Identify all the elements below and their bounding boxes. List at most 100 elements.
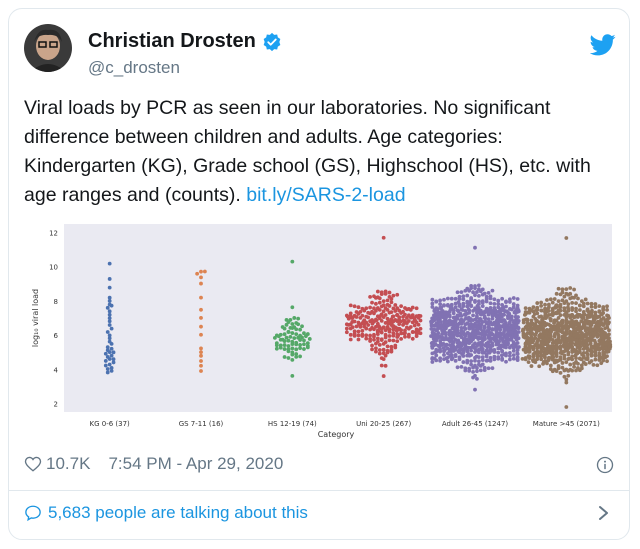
info-icon[interactable] (596, 456, 614, 474)
chevron-right-icon[interactable] (598, 505, 610, 521)
data-point (442, 357, 446, 362)
data-point (449, 296, 454, 301)
user-handle[interactable]: @c_drosten (88, 58, 180, 77)
data-point (487, 307, 492, 312)
data-point (593, 357, 598, 362)
data-point (377, 348, 382, 352)
data-point (376, 329, 381, 334)
tweet-timestamp[interactable]: 7:54 PM - Apr 29, 2020 (108, 454, 284, 473)
data-point (284, 335, 289, 340)
data-point (437, 319, 442, 324)
x-axis-label: Category (318, 430, 355, 439)
data-point (107, 295, 112, 300)
twitter-bird-icon[interactable] (590, 34, 616, 56)
data-point (564, 236, 569, 240)
data-point (515, 351, 520, 356)
display-name[interactable]: Christian Drosten (88, 30, 256, 52)
data-point (455, 290, 460, 295)
data-point (364, 326, 369, 331)
data-point (457, 357, 462, 362)
data-point (552, 327, 557, 332)
data-point (434, 353, 439, 358)
data-point (449, 357, 454, 362)
data-point (294, 332, 299, 337)
data-point (543, 323, 547, 328)
data-point (511, 345, 516, 350)
avatar[interactable] (24, 24, 72, 72)
data-point (466, 345, 471, 350)
data-point (366, 323, 371, 327)
data-point (379, 330, 384, 335)
x-tick-label: HS 12-19 (74) (268, 420, 317, 428)
data-point (514, 323, 518, 327)
data-point (385, 326, 390, 331)
data-point (469, 362, 474, 367)
data-point (523, 335, 528, 340)
data-point (290, 357, 295, 362)
data-point (282, 347, 287, 351)
data-point (286, 320, 291, 324)
data-point (473, 387, 477, 392)
data-point (550, 357, 555, 362)
data-point (577, 356, 582, 361)
data-point (199, 353, 203, 358)
data-point (572, 315, 576, 320)
data-point (536, 337, 541, 342)
data-point (352, 334, 357, 338)
data-point (442, 303, 446, 308)
data-point (387, 338, 392, 343)
data-point (539, 341, 544, 346)
data-point (290, 326, 295, 330)
data-point (199, 295, 203, 300)
data-point (507, 320, 512, 324)
data-point (375, 289, 380, 294)
data-point (533, 327, 538, 332)
heart-icon[interactable] (24, 455, 42, 473)
data-point (562, 294, 567, 299)
data-point (356, 337, 361, 342)
data-point (476, 350, 481, 355)
data-point (566, 373, 571, 378)
data-point (344, 326, 349, 331)
data-point (558, 370, 563, 375)
data-point (568, 286, 573, 290)
talking-count[interactable]: 5,683 people are talking about this (48, 503, 308, 522)
data-point (476, 306, 481, 310)
data-point (593, 350, 598, 355)
data-point (305, 341, 310, 346)
data-point (370, 343, 374, 348)
data-point (438, 314, 443, 319)
data-point (368, 294, 373, 299)
data-point (379, 318, 384, 323)
data-point (554, 311, 559, 316)
data-point (591, 362, 596, 367)
data-point (290, 352, 295, 357)
data-point (465, 353, 470, 358)
like-count[interactable]: 10.7K (46, 454, 91, 473)
data-point (389, 344, 394, 349)
data-point (399, 331, 404, 336)
data-point (391, 331, 396, 335)
data-point (486, 290, 491, 295)
data-point (274, 346, 279, 351)
talking-link[interactable]: 5,683 people are talking about this (24, 503, 308, 523)
data-point (290, 322, 295, 326)
data-point (516, 330, 521, 334)
data-point (453, 301, 458, 306)
tweet-link[interactable]: bit.ly/SARS-2-load (246, 184, 406, 206)
data-point (566, 292, 571, 297)
data-point (381, 315, 386, 320)
data-point (488, 355, 493, 360)
data-point (290, 342, 295, 347)
data-point (416, 315, 421, 320)
data-point (451, 311, 456, 316)
data-point (348, 311, 353, 316)
data-point (601, 316, 606, 320)
data-point (107, 357, 112, 361)
display-name-row[interactable]: Christian Drosten (88, 30, 282, 53)
data-point (440, 332, 444, 336)
data-point (500, 357, 505, 362)
data-point (459, 290, 464, 294)
data-point (434, 299, 439, 304)
data-point (562, 368, 567, 373)
